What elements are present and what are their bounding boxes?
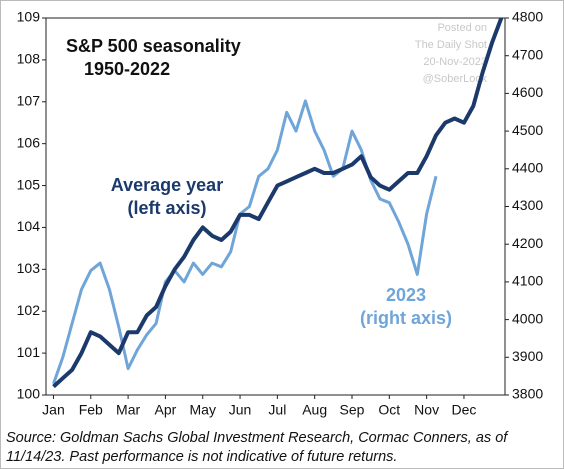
line [52, 99, 438, 385]
x-tick-label: Sep [340, 402, 365, 418]
y2-tick-label: 4000 [512, 310, 543, 326]
x-tick-label: Jul [268, 402, 286, 418]
y2-tick-label: 4800 [512, 9, 543, 25]
y2-tick-label: 4100 [512, 273, 543, 289]
annotation: 2023 [386, 285, 426, 305]
y-tick-label: 107 [17, 92, 41, 108]
y-tick-label: 100 [17, 386, 41, 402]
x-tick-label: Jan [42, 402, 65, 418]
x-tick-label: Mar [116, 402, 140, 418]
y2-tick-label: 4400 [512, 160, 543, 176]
chart-title: S&P 500 seasonality [66, 36, 241, 56]
x-tick-label: Jun [229, 402, 252, 418]
y-tick-label: 108 [17, 51, 41, 67]
annotation: (left axis) [127, 198, 206, 218]
chart-title: 1950-2022 [84, 59, 170, 79]
watermark: Posted on The Daily Shot 20-Nov-2023 @Sober… [415, 22, 488, 85]
x-tick-label: May [190, 402, 216, 418]
y2-tick-label: 4500 [512, 122, 543, 138]
y-tick-label: 105 [17, 176, 41, 192]
x-tick-label: Dec [451, 402, 476, 418]
watermark-text: 20-Nov-2023 [423, 56, 487, 68]
x-tick-label: Nov [414, 402, 439, 418]
y2-tick-label: 3800 [512, 386, 543, 402]
y-tick-label: 104 [17, 218, 41, 234]
watermark-text: Posted on [437, 22, 487, 34]
y2-tick-label: 4600 [512, 84, 543, 100]
x-tick-label: Apr [155, 402, 177, 418]
y-tick-label: 102 [17, 302, 41, 318]
x-tick-label: Oct [378, 402, 400, 418]
source: Source: Goldman Sachs Global Investment … [6, 430, 509, 446]
y-tick-label: 103 [17, 260, 41, 276]
watermark-text: @SoberLook [423, 73, 488, 85]
watermark-text: The Daily Shot [415, 39, 487, 51]
annotation: (right axis) [360, 308, 452, 328]
y2-tick-label: 3900 [512, 348, 543, 364]
y-tick-label: 106 [17, 134, 41, 150]
annotation: Average year [111, 175, 223, 195]
y-tick-label: 109 [17, 9, 41, 25]
y2-tick-label: 4700 [512, 46, 543, 62]
y2-tick-label: 4200 [512, 235, 543, 251]
y-tick-label: 101 [17, 344, 41, 360]
y2-tick-label: 4300 [512, 197, 543, 213]
line [52, 17, 504, 389]
source: 11/14/23. Past performance is not indica… [6, 449, 397, 465]
x-tick-label: Feb [79, 402, 103, 418]
x-tick-label: Aug [302, 402, 327, 418]
